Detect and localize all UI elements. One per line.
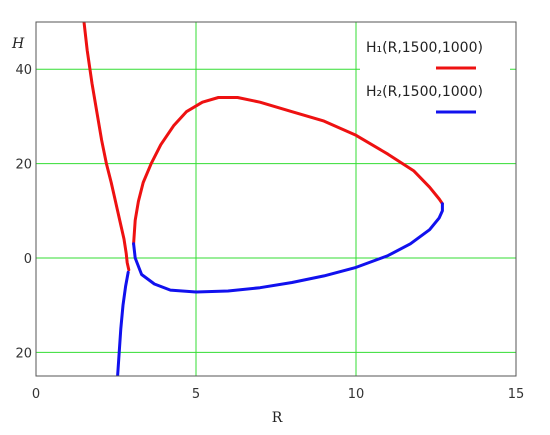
legend: H₁(R,1500,1000) H₂(R,1500,1000): [360, 34, 510, 122]
x-tick-label: 15: [508, 387, 525, 402]
y-axis-label: H: [11, 36, 25, 52]
x-axis-label: R: [272, 410, 283, 426]
legend-label-1: H₁(R,1500,1000): [366, 40, 483, 56]
series-1-line: [82, 22, 131, 272]
y-tick-label: 20: [15, 158, 32, 173]
series-2-line: [116, 270, 130, 376]
plot-frame: [35, 21, 517, 377]
y-tick-label: 40: [15, 63, 32, 78]
series-layer: [82, 22, 444, 376]
x-tick-label: 10: [348, 387, 365, 402]
x-tick-label: 5: [192, 387, 200, 402]
grid-lines: [36, 22, 516, 376]
y-tick-label: 20: [15, 346, 32, 361]
x-tick-label: 0: [32, 387, 40, 402]
series-2-line: [132, 202, 444, 294]
legend-label-2: H₂(R,1500,1000): [366, 84, 483, 100]
tick-labels: 0 5 10 15 40 20 0 20: [15, 63, 524, 402]
y-tick-label: 0: [24, 252, 32, 267]
legend-background: [360, 34, 510, 122]
series-1-line: [132, 96, 444, 246]
